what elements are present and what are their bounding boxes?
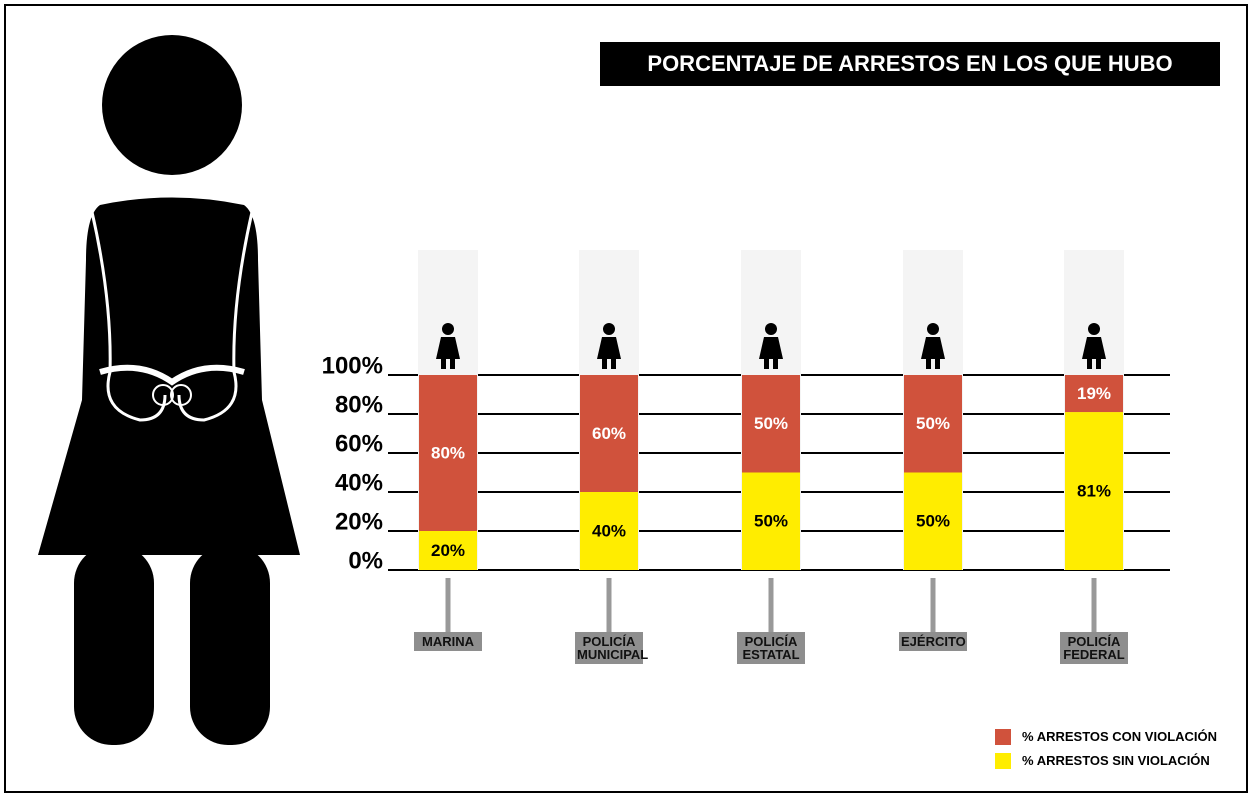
figure-icon: [436, 337, 460, 369]
bar-segment: [580, 375, 638, 492]
figure-icon: [442, 323, 454, 335]
legend-swatch: [995, 753, 1011, 769]
bar-segment: [580, 492, 638, 570]
legend-label: % ARRESTOS CON VIOLACIÓN: [1022, 729, 1218, 744]
value-label: 60%: [592, 424, 626, 443]
y-tick-label: 20%: [335, 508, 383, 535]
value-label: 19%: [1077, 384, 1111, 403]
figure-icon: [927, 323, 939, 335]
y-tick-label: 100%: [322, 352, 383, 379]
y-tick-label: 80%: [335, 391, 383, 418]
value-label: 20%: [431, 541, 465, 560]
bar-segment: [1065, 412, 1123, 570]
y-tick-label: 60%: [335, 430, 383, 457]
value-label: 50%: [754, 414, 788, 433]
frame: [4, 4, 1248, 793]
y-tick-label: 40%: [335, 469, 383, 496]
bar-segment: [904, 375, 962, 473]
figure-icon: [765, 323, 777, 335]
figure-icon: [921, 337, 945, 369]
bar-segment: [742, 472, 800, 570]
chart-title: PORCENTAJE DE ARRESTOS EN LOS QUE HUBO V…: [600, 42, 1220, 120]
figure-icon: [603, 323, 615, 335]
bar-segment: [1065, 375, 1123, 413]
bar-segment: [742, 375, 800, 473]
y-tick-label: 0%: [348, 547, 383, 574]
value-label: 50%: [916, 414, 950, 433]
category-label: EJÉRCITO: [899, 632, 967, 651]
category-label: POLICÍA MUNICIPAL: [575, 632, 649, 664]
woman-figure: [38, 35, 300, 745]
figure-icon: [1082, 337, 1106, 369]
category-label: POLICÍA ESTATAL: [737, 632, 805, 664]
value-label: 40%: [592, 521, 626, 540]
category-label: POLICÍA FEDERAL: [1060, 632, 1128, 664]
bar-segment: [419, 375, 477, 531]
value-label: 81%: [1077, 482, 1111, 501]
value-label: 80%: [431, 443, 465, 462]
legend-label: % ARRESTOS SIN VIOLACIÓN: [1022, 753, 1210, 768]
legend-swatch: [995, 729, 1011, 745]
figure-icon: [759, 337, 783, 369]
value-label: 50%: [916, 512, 950, 531]
figure-icon: [1088, 323, 1100, 335]
bar-segment: [419, 531, 477, 570]
figure-icon: [597, 337, 621, 369]
category-label: MARINA: [414, 632, 482, 651]
value-label: 50%: [754, 512, 788, 531]
bar-segment: [904, 472, 962, 570]
